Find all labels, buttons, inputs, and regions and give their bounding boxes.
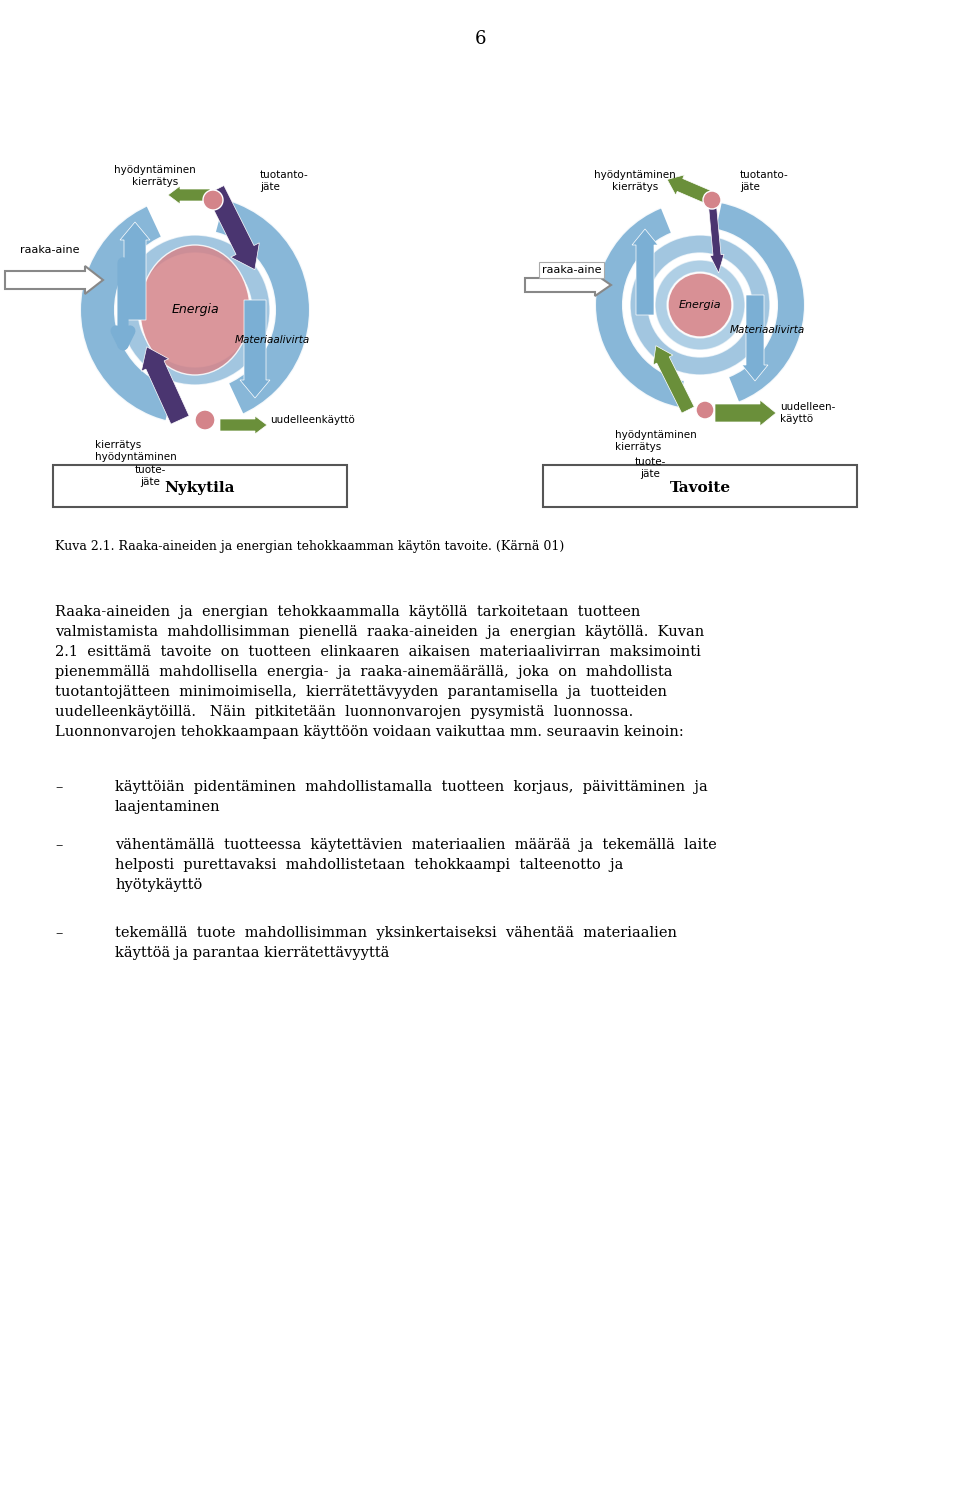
FancyArrow shape xyxy=(667,175,710,204)
Text: raaka-aine: raaka-aine xyxy=(542,266,602,275)
Text: Energia: Energia xyxy=(679,300,721,309)
Text: Materiaalivirta: Materiaalivirta xyxy=(730,324,805,335)
FancyArrow shape xyxy=(206,186,259,270)
Text: Tavoite: Tavoite xyxy=(669,481,731,495)
Text: tuotanto-
jäte: tuotanto- jäte xyxy=(260,171,309,192)
Text: –: – xyxy=(55,780,62,794)
FancyArrow shape xyxy=(141,347,189,424)
Text: käyttöiän  pidentäminen  mahdollistamalla  tuotteen  korjaus,  päivittäminen  ja: käyttöiän pidentäminen mahdollistamalla … xyxy=(115,780,708,813)
FancyBboxPatch shape xyxy=(543,465,857,507)
Circle shape xyxy=(703,192,721,210)
Wedge shape xyxy=(655,260,745,350)
Circle shape xyxy=(203,190,223,210)
Wedge shape xyxy=(164,377,246,430)
Text: 6: 6 xyxy=(474,30,486,48)
FancyArrow shape xyxy=(715,400,776,426)
Text: kierrätys
hyödyntäminen: kierrätys hyödyntäminen xyxy=(95,441,177,462)
FancyArrow shape xyxy=(632,229,658,315)
Text: uudelleen-
käyttö: uudelleen- käyttö xyxy=(780,403,835,424)
Ellipse shape xyxy=(140,244,250,376)
Wedge shape xyxy=(80,195,310,426)
Text: tuotanto-
jäte: tuotanto- jäte xyxy=(740,171,789,192)
Circle shape xyxy=(195,410,215,430)
Text: –: – xyxy=(55,837,62,853)
Text: vähentämällä  tuotteessa  käytettävien  materiaalien  määrää  ja  tekemällä  lai: vähentämällä tuotteessa käytettävien mat… xyxy=(115,837,717,892)
Wedge shape xyxy=(120,235,270,385)
FancyArrow shape xyxy=(5,266,103,294)
FancyArrow shape xyxy=(220,416,267,435)
FancyArrow shape xyxy=(240,300,270,398)
Wedge shape xyxy=(659,195,723,238)
Text: hyödyntäminen
kierrätys: hyödyntäminen kierrätys xyxy=(615,430,697,451)
FancyArrow shape xyxy=(525,275,611,296)
Text: tekemällä  tuote  mahdollisimman  yksinkertaiseksi  vähentää  materiaalien
käytt: tekemällä tuote mahdollisimman yksinkert… xyxy=(115,927,677,960)
Text: Energia: Energia xyxy=(171,303,219,317)
Text: Nykytila: Nykytila xyxy=(165,481,235,495)
FancyArrow shape xyxy=(120,222,150,320)
Wedge shape xyxy=(144,190,226,241)
Text: raaka-aine: raaka-aine xyxy=(20,244,80,255)
Text: hyödyntäminen
kierrätys: hyödyntäminen kierrätys xyxy=(594,171,676,192)
FancyArrow shape xyxy=(742,294,768,380)
FancyBboxPatch shape xyxy=(53,465,347,507)
Wedge shape xyxy=(677,371,741,415)
Text: Materiaalivirta: Materiaalivirta xyxy=(235,335,310,346)
FancyArrow shape xyxy=(708,199,724,273)
Circle shape xyxy=(696,401,714,420)
Text: tuote-
jäte: tuote- jäte xyxy=(635,457,665,478)
Wedge shape xyxy=(630,235,770,376)
Wedge shape xyxy=(595,201,805,410)
FancyArrow shape xyxy=(168,186,210,204)
Text: uudelleenkäyttö: uudelleenkäyttö xyxy=(270,415,355,426)
Text: hyödyntäminen
kierrätys: hyödyntäminen kierrätys xyxy=(114,164,196,187)
Circle shape xyxy=(668,273,732,337)
Text: –: – xyxy=(55,927,62,940)
Text: Kuva 2.1. Raaka-aineiden ja energian tehokkaamman käytön tavoite. (Kärnä 01): Kuva 2.1. Raaka-aineiden ja energian teh… xyxy=(55,540,564,552)
Text: Raaka-aineiden  ja  energian  tehokkaammalla  käytöllä  tarkoitetaan  tuotteen
v: Raaka-aineiden ja energian tehokkaammall… xyxy=(55,605,705,739)
Text: tuote-
jäte: tuote- jäte xyxy=(134,465,166,486)
FancyArrow shape xyxy=(653,346,694,413)
